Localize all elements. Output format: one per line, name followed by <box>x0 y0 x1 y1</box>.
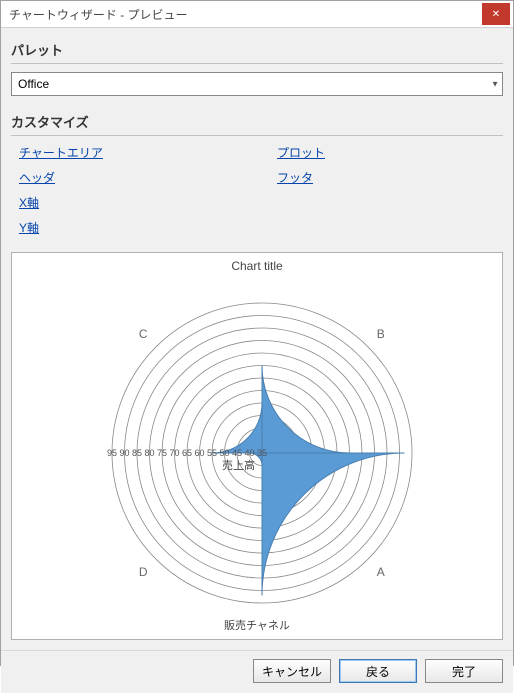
svg-text:80: 80 <box>144 448 154 458</box>
customize-section-label: カスタマイズ <box>11 106 503 136</box>
link-footer[interactable]: フッタ <box>277 169 313 186</box>
palette-section-label: パレット <box>11 34 503 64</box>
dialog-window: チャートウィザード - プレビュー ✕ パレット ▼ カスタマイズ チャートエリ… <box>0 0 514 666</box>
svg-text:35: 35 <box>257 448 267 458</box>
finish-button[interactable]: 完了 <box>425 659 503 683</box>
window-title: チャートウィザード - プレビュー <box>9 6 482 23</box>
chart-footer: 販売チャネル <box>224 617 290 633</box>
palette-select[interactable] <box>11 72 503 96</box>
titlebar: チャートウィザード - プレビュー ✕ <box>1 1 513 28</box>
svg-text:85: 85 <box>132 448 142 458</box>
svg-text:75: 75 <box>157 448 167 458</box>
back-button[interactable]: 戻る <box>339 659 417 683</box>
svg-text:40: 40 <box>244 448 254 458</box>
svg-text:45: 45 <box>232 448 242 458</box>
link-chart-area[interactable]: チャートエリア <box>19 144 103 161</box>
link-header[interactable]: ヘッダ <box>19 169 55 186</box>
button-row: キャンセル 戻る 完了 <box>1 650 513 693</box>
customize-links: チャートエリア プロット ヘッダ フッタ X軸 Y軸 <box>11 144 503 248</box>
svg-text:70: 70 <box>169 448 179 458</box>
content-area: パレット ▼ カスタマイズ チャートエリア プロット ヘッダ フッタ X軸 Y軸… <box>1 28 513 650</box>
svg-text:A: A <box>377 565 385 579</box>
link-y-axis[interactable]: Y軸 <box>19 219 39 236</box>
svg-text:60: 60 <box>194 448 204 458</box>
link-x-axis[interactable]: X軸 <box>19 194 39 211</box>
svg-text:C: C <box>139 327 148 341</box>
close-button[interactable]: ✕ <box>482 3 510 25</box>
chart-preview: Chart title 35404550556065707580859095 売上… <box>11 252 503 640</box>
close-icon: ✕ <box>492 9 500 20</box>
svg-text:売上高: 売上高 <box>222 458 255 472</box>
cancel-button[interactable]: キャンセル <box>253 659 331 683</box>
svg-text:50: 50 <box>219 448 229 458</box>
palette-select-wrap: ▼ <box>11 72 503 96</box>
svg-text:65: 65 <box>182 448 192 458</box>
svg-text:D: D <box>139 565 148 579</box>
svg-text:B: B <box>377 327 385 341</box>
svg-text:90: 90 <box>119 448 129 458</box>
link-plot[interactable]: プロット <box>277 144 325 161</box>
chart-title: Chart title <box>231 259 282 273</box>
svg-text:55: 55 <box>207 448 217 458</box>
rose-chart: 35404550556065707580859095 売上高 A B C D <box>22 275 492 615</box>
svg-text:95: 95 <box>107 448 117 458</box>
